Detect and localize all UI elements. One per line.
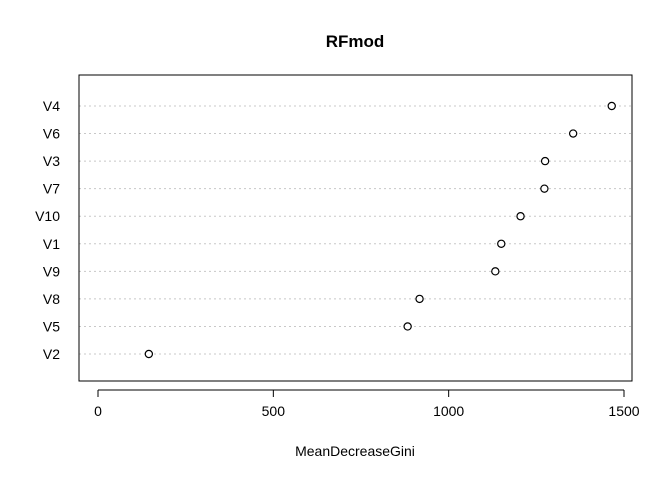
data-point	[540, 184, 549, 193]
data-point	[568, 129, 578, 138]
x-tick-label: 1500	[608, 403, 639, 419]
data-point	[497, 239, 506, 248]
data-point	[144, 349, 154, 359]
category-label: V3	[43, 153, 60, 169]
category-label: V10	[35, 208, 60, 224]
category-labels: V4 V6 V3 V7 V10 V1 V9 V8 V5 V2	[35, 98, 60, 362]
chart-title: RFmod	[326, 32, 385, 51]
category-label: V5	[43, 318, 60, 334]
x-axis: 0 500 1000 1500	[94, 389, 640, 419]
plot-area-border	[78, 74, 633, 382]
x-axis-label: MeanDecreaseGini	[295, 443, 415, 459]
data-point	[403, 322, 412, 331]
grid-lines	[79, 105, 632, 355]
x-tick-label: 0	[94, 403, 102, 419]
x-tick-label: 1000	[433, 403, 464, 419]
data-point	[540, 156, 550, 166]
data-point	[607, 101, 616, 111]
category-label: V1	[43, 236, 60, 252]
data-points	[144, 101, 616, 359]
category-label: V6	[43, 126, 60, 142]
data-point	[491, 267, 500, 276]
category-label: V9	[43, 263, 60, 279]
x-tick-label: 500	[262, 403, 286, 419]
category-label: V7	[43, 181, 60, 197]
data-point	[415, 294, 424, 304]
category-label: V8	[43, 291, 60, 307]
category-label: V2	[43, 346, 60, 362]
data-point	[516, 212, 525, 221]
category-label: V4	[43, 98, 60, 114]
